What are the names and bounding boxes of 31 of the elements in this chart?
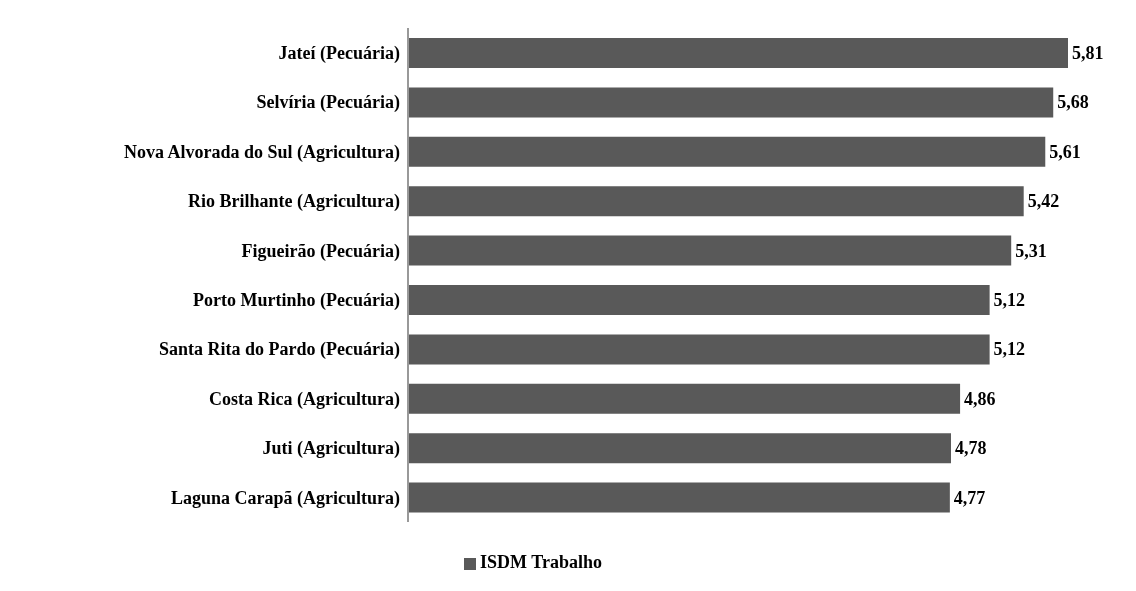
y-tick-label: Jateí (Pecuária) xyxy=(278,43,400,65)
data-label: 5,42 xyxy=(1027,191,1060,212)
legend-label: ISDM Trabalho xyxy=(480,552,602,572)
bar xyxy=(408,383,961,414)
bar xyxy=(408,186,1024,217)
bar xyxy=(408,482,950,513)
y-tick-label: Costa Rica (Agricultura) xyxy=(209,388,400,410)
data-label: 4,78 xyxy=(954,438,987,459)
bar xyxy=(408,285,990,315)
bar xyxy=(408,87,1054,118)
y-tick-label: Rio Brilhante (Agricultura) xyxy=(188,191,400,213)
data-label: 5,81 xyxy=(1072,43,1104,63)
bar xyxy=(408,433,951,464)
y-tick-label: Juti (Agricultura) xyxy=(262,438,400,460)
y-tick-label: Porto Murtinho (Pecuária) xyxy=(193,290,400,312)
bar xyxy=(408,334,990,365)
y-tick-label: Selvíria (Pecuária) xyxy=(256,92,400,114)
data-label: 4,86 xyxy=(964,388,996,409)
data-label: 5,31 xyxy=(1015,240,1047,261)
y-tick-label: Figueirão (Pecuária) xyxy=(241,240,400,262)
data-label: 5,68 xyxy=(1057,92,1089,113)
bar xyxy=(408,235,1012,266)
data-label: 5,12 xyxy=(993,290,1026,310)
data-label: 4,77 xyxy=(953,487,986,508)
bar xyxy=(408,136,1046,167)
y-tick-label: Nova Alvorada do Sul (Agricultura) xyxy=(123,141,400,163)
y-tick-label: Santa Rita do Pardo (Pecuária) xyxy=(159,339,400,361)
bar xyxy=(408,38,1068,68)
data-label: 5,12 xyxy=(993,339,1026,360)
y-tick-label: Laguna Carapã (Agricultura) xyxy=(171,487,400,509)
data-label: 5,61 xyxy=(1049,141,1081,162)
